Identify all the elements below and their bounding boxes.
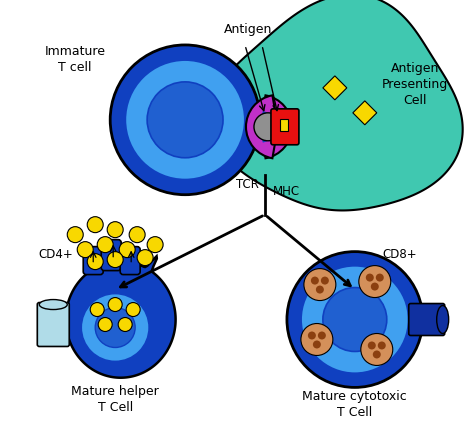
Circle shape xyxy=(321,277,329,285)
Circle shape xyxy=(308,332,316,340)
Text: Mature cytotoxic
T Cell: Mature cytotoxic T Cell xyxy=(302,390,407,419)
Circle shape xyxy=(87,217,103,233)
Text: CD8+: CD8+ xyxy=(383,248,417,261)
Circle shape xyxy=(311,277,319,285)
FancyBboxPatch shape xyxy=(37,302,69,346)
Circle shape xyxy=(254,113,282,141)
Circle shape xyxy=(137,250,153,266)
Text: MHC: MHC xyxy=(273,185,301,198)
Text: Antigen: Antigen xyxy=(224,23,272,36)
Text: Antigen
Presenting
Cell: Antigen Presenting Cell xyxy=(382,62,448,107)
Ellipse shape xyxy=(39,299,67,310)
Text: Immature
T cell: Immature T cell xyxy=(45,45,106,74)
Polygon shape xyxy=(323,76,347,100)
Circle shape xyxy=(359,266,391,297)
Circle shape xyxy=(125,60,245,180)
Circle shape xyxy=(107,222,123,238)
Circle shape xyxy=(97,236,113,253)
Polygon shape xyxy=(210,0,463,211)
Circle shape xyxy=(304,269,336,301)
Circle shape xyxy=(119,242,135,258)
Text: CD4+: CD4+ xyxy=(38,248,73,261)
FancyBboxPatch shape xyxy=(120,247,140,275)
Circle shape xyxy=(366,274,374,282)
Circle shape xyxy=(107,252,123,268)
Wedge shape xyxy=(260,111,276,143)
Circle shape xyxy=(378,341,386,349)
Circle shape xyxy=(129,227,145,243)
Wedge shape xyxy=(246,95,278,158)
Ellipse shape xyxy=(437,305,449,333)
Text: Mature helper
T Cell: Mature helper T Cell xyxy=(71,385,159,414)
Circle shape xyxy=(147,82,223,158)
Circle shape xyxy=(90,302,104,316)
Circle shape xyxy=(316,286,324,294)
Wedge shape xyxy=(262,111,278,143)
FancyBboxPatch shape xyxy=(409,304,445,335)
Circle shape xyxy=(313,341,321,349)
FancyBboxPatch shape xyxy=(101,240,121,271)
Circle shape xyxy=(110,45,260,195)
Polygon shape xyxy=(66,247,175,378)
Circle shape xyxy=(87,254,103,269)
Circle shape xyxy=(98,318,112,332)
Circle shape xyxy=(376,274,384,282)
Circle shape xyxy=(301,266,409,374)
FancyBboxPatch shape xyxy=(83,247,103,275)
Circle shape xyxy=(287,252,423,387)
FancyBboxPatch shape xyxy=(271,109,299,145)
Circle shape xyxy=(81,294,149,361)
Polygon shape xyxy=(353,101,377,125)
Circle shape xyxy=(67,227,83,243)
Circle shape xyxy=(318,332,326,340)
Circle shape xyxy=(118,318,132,332)
Circle shape xyxy=(108,297,122,311)
Circle shape xyxy=(77,242,93,258)
Circle shape xyxy=(147,236,163,253)
Wedge shape xyxy=(260,95,292,158)
Circle shape xyxy=(126,302,140,316)
Circle shape xyxy=(371,283,379,291)
Circle shape xyxy=(301,324,333,355)
Text: TCR: TCR xyxy=(236,178,258,191)
Circle shape xyxy=(373,351,381,358)
Circle shape xyxy=(323,288,387,352)
Circle shape xyxy=(361,333,393,365)
Circle shape xyxy=(95,308,135,347)
Polygon shape xyxy=(280,119,288,131)
Circle shape xyxy=(368,341,376,349)
